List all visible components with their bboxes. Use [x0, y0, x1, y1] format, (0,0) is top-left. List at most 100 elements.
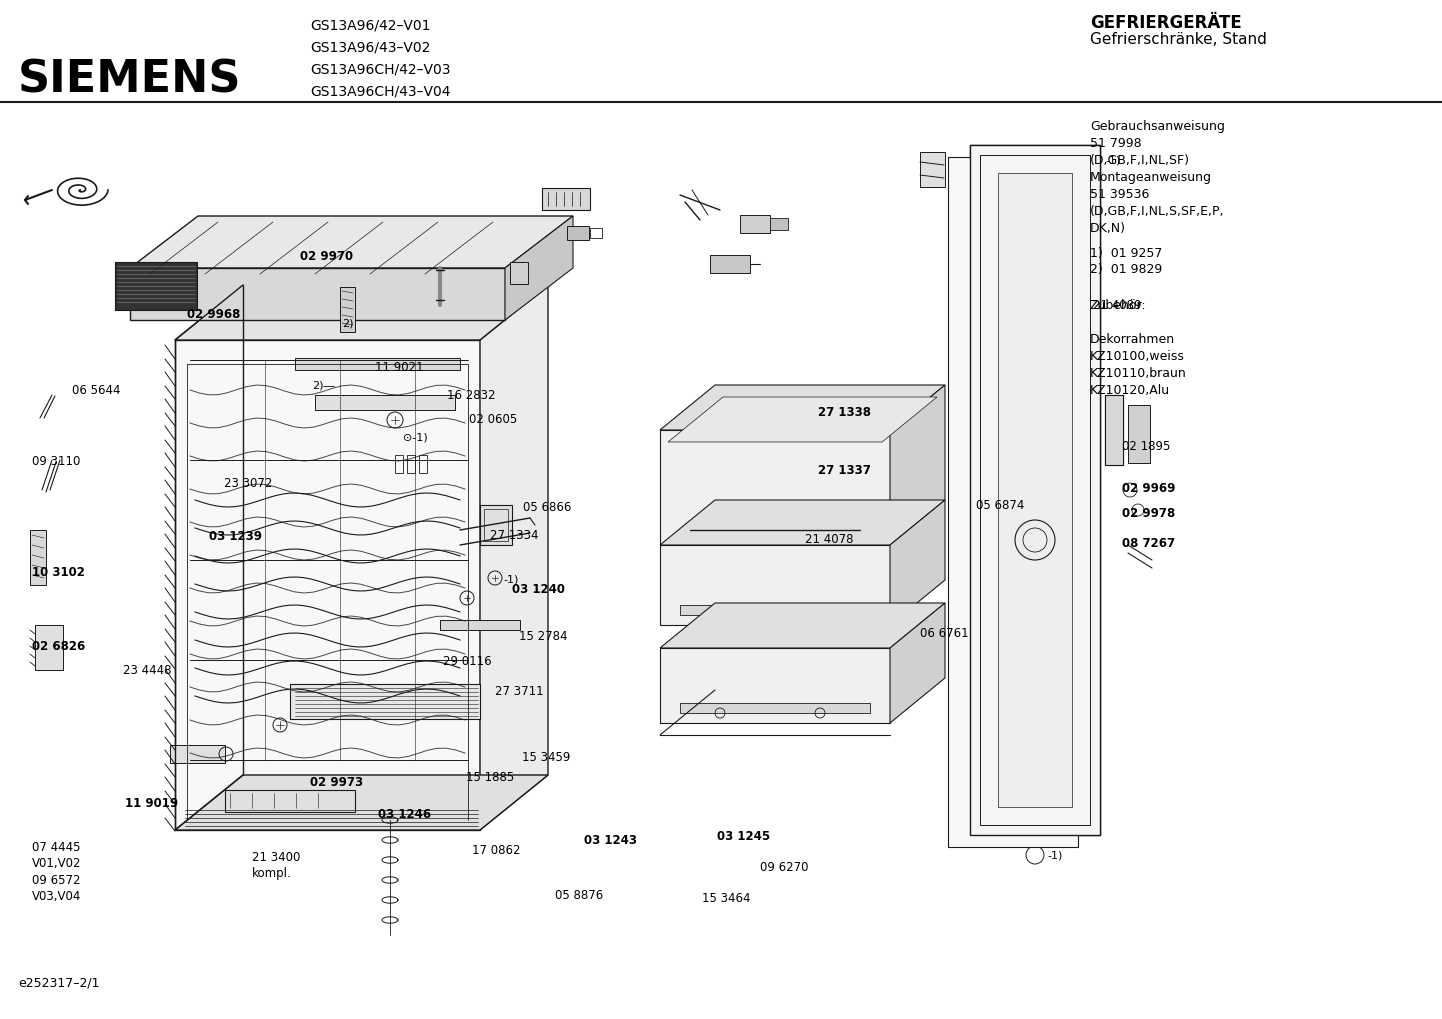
Text: SIEMENS: SIEMENS [17, 58, 241, 101]
Text: 06 6761: 06 6761 [920, 627, 969, 640]
Text: 2)  01 9829: 2) 01 9829 [1090, 263, 1162, 276]
Text: 16 2832: 16 2832 [447, 389, 496, 403]
Text: 11 9019: 11 9019 [125, 797, 179, 810]
Text: 03 1243: 03 1243 [584, 834, 637, 847]
Bar [709, 255, 750, 273]
Polygon shape [970, 145, 1100, 835]
Text: 27 3711: 27 3711 [495, 685, 544, 698]
Polygon shape [130, 268, 505, 320]
Text: GS13A96CH/42–V03: GS13A96CH/42–V03 [310, 62, 450, 76]
Polygon shape [130, 216, 572, 268]
Text: 03 1239: 03 1239 [209, 530, 262, 543]
Polygon shape [998, 173, 1071, 807]
Polygon shape [660, 385, 945, 430]
Text: GEFRIERGERÄTE: GEFRIERGERÄTE [1090, 14, 1242, 32]
Text: -1): -1) [503, 574, 518, 584]
Text: 15 1885: 15 1885 [466, 771, 513, 785]
Bar [1105, 395, 1123, 465]
Polygon shape [115, 262, 198, 310]
Polygon shape [174, 340, 480, 830]
Text: 21 4078: 21 4078 [805, 533, 854, 546]
Text: -1): -1) [1105, 155, 1120, 165]
Text: e252317–2/1: e252317–2/1 [17, 977, 99, 990]
Text: Montageanweisung: Montageanweisung [1090, 171, 1211, 184]
Polygon shape [660, 500, 945, 545]
Bar [920, 152, 945, 187]
Text: -1): -1) [1047, 851, 1063, 861]
Text: 03 1245: 03 1245 [717, 830, 770, 844]
Bar [567, 226, 588, 240]
Polygon shape [660, 603, 945, 648]
Text: 09 3110: 09 3110 [32, 455, 81, 469]
Bar [440, 620, 521, 630]
Text: 21 4089: 21 4089 [1093, 299, 1142, 312]
Bar [407, 455, 415, 473]
Text: 15 3459: 15 3459 [522, 751, 571, 764]
Text: 02 1895: 02 1895 [1122, 440, 1171, 453]
Text: Gefrierschränke, Stand: Gefrierschränke, Stand [1090, 32, 1268, 47]
Text: 29 0116: 29 0116 [443, 655, 492, 668]
Text: 15 2784: 15 2784 [519, 630, 568, 643]
Text: 02 9969: 02 9969 [1122, 482, 1175, 495]
Bar [290, 684, 480, 719]
Polygon shape [970, 145, 1100, 835]
Text: 09 6270: 09 6270 [760, 861, 809, 874]
Polygon shape [998, 173, 1071, 807]
Bar [35, 625, 63, 671]
Polygon shape [505, 216, 572, 320]
Text: 02 9978: 02 9978 [1122, 507, 1175, 521]
Bar [420, 455, 427, 473]
Text: (D,GB,F,I,NL,SF): (D,GB,F,I,NL,SF) [1090, 154, 1190, 167]
Text: 27 1338: 27 1338 [818, 406, 871, 419]
Bar [314, 395, 456, 410]
Bar [542, 187, 590, 210]
Text: 06 5644: 06 5644 [72, 384, 121, 397]
Text: KZ10110,braun: KZ10110,braun [1090, 367, 1187, 380]
Bar [485, 510, 508, 541]
Text: Dekorrahmen: Dekorrahmen [1090, 333, 1175, 346]
Text: Zubehör:: Zubehör: [1090, 299, 1146, 312]
Text: ⊙-1): ⊙-1) [402, 432, 428, 442]
Text: 05 6866: 05 6866 [523, 501, 572, 515]
Bar [340, 287, 355, 332]
Text: KZ10120,Alu: KZ10120,Alu [1090, 384, 1169, 397]
Text: 27 1334: 27 1334 [490, 529, 539, 542]
Polygon shape [174, 775, 548, 830]
Text: 02 6826: 02 6826 [32, 640, 85, 653]
Text: 02 9970: 02 9970 [300, 250, 353, 263]
Text: 2)―: 2)― [311, 380, 335, 390]
Bar [170, 745, 225, 763]
Bar [395, 455, 402, 473]
Bar [1105, 395, 1123, 465]
Text: 11 9021: 11 9021 [375, 361, 424, 374]
Polygon shape [480, 285, 548, 830]
Bar [1128, 405, 1151, 463]
Text: GS13A96CH/43–V04: GS13A96CH/43–V04 [310, 84, 450, 98]
Text: 1)  01 9257: 1) 01 9257 [1090, 247, 1162, 260]
Bar [770, 218, 787, 230]
Text: GS13A96/42–V01: GS13A96/42–V01 [310, 18, 431, 32]
Bar [480, 505, 512, 545]
Text: 05 6874: 05 6874 [976, 499, 1025, 513]
Polygon shape [174, 285, 548, 340]
Text: 08 7267: 08 7267 [1122, 537, 1175, 550]
Polygon shape [660, 545, 890, 625]
Text: 15 3464: 15 3464 [702, 892, 751, 905]
Text: DK,N): DK,N) [1090, 222, 1126, 235]
Text: KZ10100,weiss: KZ10100,weiss [1090, 350, 1185, 363]
Text: (D,GB,F,I,NL,S,SF,E,P,: (D,GB,F,I,NL,S,SF,E,P, [1090, 205, 1224, 218]
Text: 17 0862: 17 0862 [472, 844, 521, 857]
Text: 2): 2) [342, 318, 353, 328]
Polygon shape [890, 603, 945, 723]
Bar [225, 790, 355, 812]
Text: 02 0605: 02 0605 [469, 413, 516, 426]
Text: 05 8876: 05 8876 [555, 889, 603, 902]
Text: 51 39536: 51 39536 [1090, 187, 1149, 201]
Bar [30, 530, 46, 585]
Polygon shape [660, 430, 890, 545]
Polygon shape [668, 397, 937, 442]
Text: 02 9973: 02 9973 [310, 776, 363, 790]
Text: 02 9968: 02 9968 [187, 308, 241, 321]
Text: 27 1337: 27 1337 [818, 464, 871, 477]
Text: 51 7998: 51 7998 [1090, 137, 1142, 150]
